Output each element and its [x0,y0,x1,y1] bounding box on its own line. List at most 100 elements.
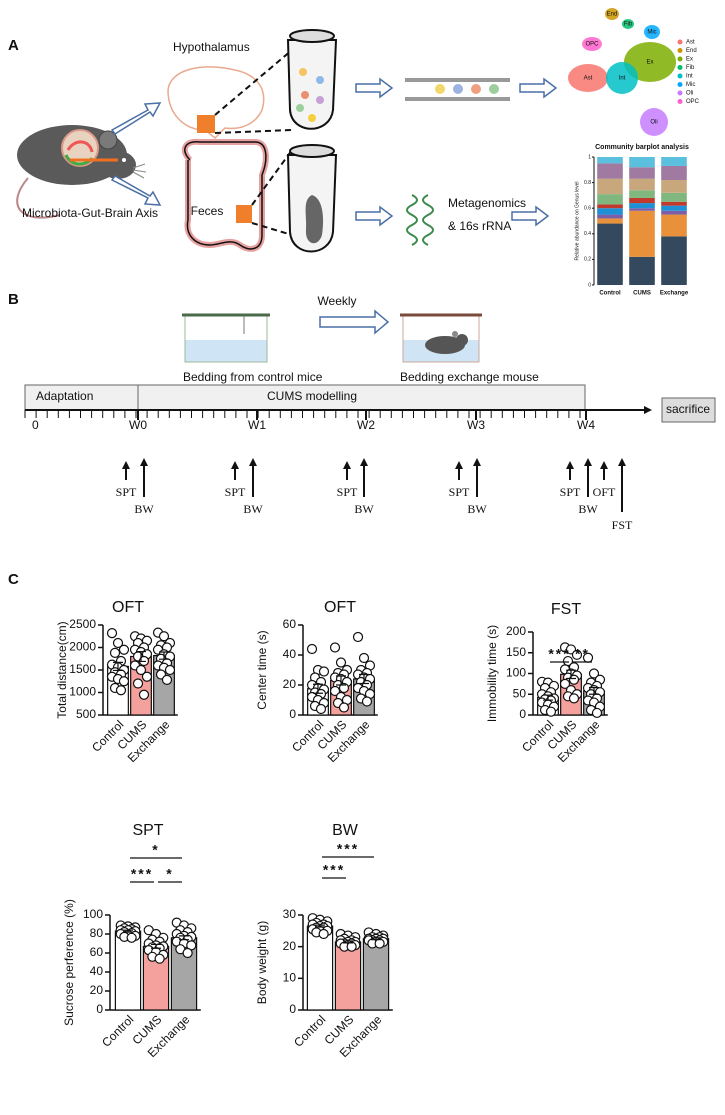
cluster-label: Fib [624,22,633,28]
timeline-start: 0 [32,418,39,432]
sequencing-label: & 16s rRNA [448,219,511,233]
data-point [182,947,193,959]
stack-segment [629,190,655,198]
weekly-label: Weekly [317,294,356,308]
y-tick-label: 0 [588,282,591,288]
cluster-blob [582,37,602,51]
data-point [138,689,150,700]
data-point [361,696,373,707]
data-point [118,644,130,655]
stack-segment [629,203,655,209]
legend-swatch [677,65,683,70]
y-axis-label: Relative abundance on Genus level [574,182,580,261]
y-tick-label: 40 [283,647,297,661]
cluster-blob [640,108,668,136]
stack-segment [597,178,623,195]
mouse-illustration [16,125,147,219]
y-tick-label: 0.8 [584,180,591,186]
error-bar [359,673,369,685]
week-label: W2 [357,418,375,432]
stack-segment [597,194,623,205]
chart-title: OFT [324,599,356,616]
data-point [158,631,170,642]
stack-segment [661,157,687,166]
bedding-label: Bedding from control mice [183,370,323,384]
phase-label: Adaptation [36,389,93,403]
y-tick-label: 0 [96,1002,103,1016]
test-label: SPT [116,485,137,499]
legend-swatch [677,56,683,62]
stack-segment [597,163,623,179]
y-tick-label: 200 [506,624,526,638]
week-label: W1 [248,418,266,432]
y-tick-label: 1500 [69,662,96,676]
error-bar [313,683,323,694]
y-tick-label: 0 [289,707,296,721]
legend-swatch [677,73,683,79]
cage-control [182,313,270,363]
weekly-arrow [319,309,390,335]
significance-label: ** [575,646,590,662]
y-tick-label: 1 [588,154,591,160]
data-point [352,631,364,643]
y-tick-label: 30 [283,907,297,921]
error-bar [159,651,169,660]
data-point [346,941,357,952]
data-point [112,637,124,649]
stack-segment [661,236,687,285]
significance-label: * [166,866,173,882]
data-point [115,685,127,696]
stack-segment [629,157,655,168]
test-label: BW [134,502,154,516]
legend-swatch [677,82,683,87]
data-point [559,678,571,689]
significance-label: *** [131,866,153,882]
cluster-blob [622,19,634,29]
week-label: W3 [467,418,485,432]
legend-label: Int [686,74,693,80]
stack-segment [629,178,655,191]
y-tick-label: 10 [283,971,297,985]
error-bar [315,924,325,928]
cluster-label: Mic [647,30,656,36]
chart-title: Community barplot analysis [595,144,689,151]
y-tick-label: 40 [90,964,104,978]
data-point [141,671,153,682]
panel-label: B [8,291,19,308]
test-label: FST [612,518,633,532]
data-point [132,678,144,689]
data-point [545,706,557,717]
legend-swatch [677,90,683,96]
y-tick-label: 80 [90,926,104,940]
week-label: W0 [129,418,147,432]
data-point [335,657,347,668]
y-tick-label: 2000 [69,640,96,654]
data-point [306,643,318,655]
test-label: SPT [337,485,358,499]
test-label: BW [467,502,487,516]
error-bar [136,650,146,663]
data-point [591,707,603,719]
error-bar [113,661,123,672]
data-point [568,693,580,704]
y-tick-label: 60 [90,945,104,959]
umap-plot: Ast End Ex Fib Int Mic Oli OPC [568,8,676,136]
data-point [106,627,118,639]
test-label: SPT [560,485,581,499]
chart-title: OFT [112,599,144,616]
data-point [568,674,580,685]
stack-segment [661,165,687,181]
flow-arrows [110,77,558,227]
y-tick-label: 100 [83,907,103,921]
axis-caption: Microbiota-Gut-Brain Axis [22,206,158,220]
error-bar [336,675,346,686]
stack-segment [661,192,687,202]
y-tick-label: 150 [506,645,526,659]
y-tick-label: 0 [519,707,526,721]
legend-label: Oli [686,91,693,97]
stack-segment [661,201,687,206]
y-tick-label: 100 [506,666,526,680]
legend-label: Fib [686,65,695,71]
cluster-label: Ex [646,60,653,66]
